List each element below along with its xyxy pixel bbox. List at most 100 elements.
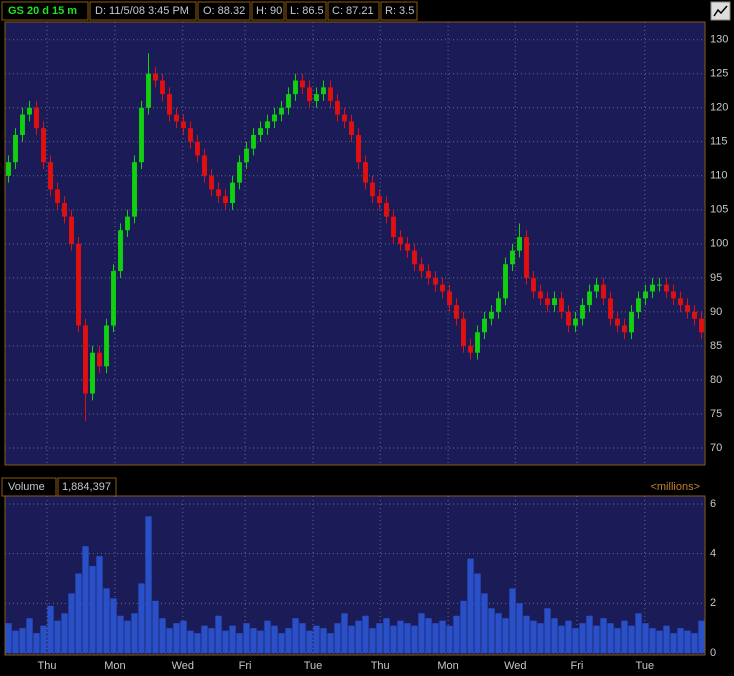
volume-bar xyxy=(341,613,348,654)
volume-bar xyxy=(103,588,110,654)
close: C: 87.21 xyxy=(332,5,374,17)
volume-bar xyxy=(75,573,82,654)
candle-body xyxy=(510,250,515,265)
candle-body xyxy=(538,291,543,299)
volume-bar xyxy=(495,613,502,654)
candle-body xyxy=(111,271,116,326)
candle-body xyxy=(153,73,158,81)
volume-bar xyxy=(33,633,40,654)
volume-bar xyxy=(208,628,215,654)
candle-body xyxy=(650,284,655,292)
volume-bar xyxy=(243,623,250,654)
volume-unit: <millions> xyxy=(650,481,700,493)
candle-body xyxy=(293,80,298,95)
candle-body xyxy=(118,230,123,272)
candle-body xyxy=(678,298,683,306)
volume-bar xyxy=(516,603,523,654)
y-tick-label: 6 xyxy=(710,498,716,510)
volume-bar xyxy=(572,628,579,654)
candle-body xyxy=(657,284,662,286)
volume-bar xyxy=(215,615,222,654)
y-tick-label: 85 xyxy=(710,340,722,352)
volume-bar xyxy=(383,618,390,654)
candle-body xyxy=(489,311,494,319)
y-tick-label: 130 xyxy=(710,34,728,46)
volume-bar xyxy=(264,620,271,654)
volume-bar xyxy=(306,630,313,654)
x-tick-label: Wed xyxy=(504,660,526,672)
candle-body xyxy=(370,182,375,197)
candle-body xyxy=(384,203,389,217)
y-tick-label: 75 xyxy=(710,408,722,420)
candle-body xyxy=(405,243,410,251)
candle-body xyxy=(216,189,221,197)
y-tick-label: 4 xyxy=(710,548,716,560)
volume-bar xyxy=(61,613,68,654)
volume-bar xyxy=(355,620,362,654)
volume-bar xyxy=(460,600,467,654)
candle-body xyxy=(531,277,536,292)
candle-body xyxy=(377,196,382,204)
volume-bar xyxy=(236,633,243,654)
candle-body xyxy=(286,94,291,108)
volume-bar xyxy=(551,618,558,654)
candle-body xyxy=(545,298,550,306)
candle-body xyxy=(335,100,340,115)
candle-body xyxy=(104,325,109,367)
x-tick-label: Fri xyxy=(239,660,252,672)
volume-bar xyxy=(180,620,187,654)
candle-body xyxy=(265,121,270,129)
icon-line xyxy=(713,5,728,17)
candle-body xyxy=(468,345,473,353)
candle-body xyxy=(615,318,620,326)
volume-bar xyxy=(586,615,593,654)
volume-bar xyxy=(19,628,26,654)
volume-bar xyxy=(327,633,334,654)
header: GS 20 d 15 m D: 11/5/08 3:45 PM O: 88.32… xyxy=(1,1,731,21)
volume-bar xyxy=(390,625,397,654)
candle-body xyxy=(692,311,697,319)
volume-header: Volume 1,884,397 <millions> xyxy=(1,477,700,497)
volume-bar xyxy=(166,628,173,654)
candle-body xyxy=(181,121,186,129)
volume-bar xyxy=(131,613,138,654)
volume-bar xyxy=(257,630,264,654)
volume-bar xyxy=(677,628,684,654)
volume-plot xyxy=(4,495,706,656)
volume-bar xyxy=(418,613,425,654)
y-tick-label: 95 xyxy=(710,272,722,284)
candle-body xyxy=(356,134,361,163)
volume-bar xyxy=(292,618,299,654)
volume-bar xyxy=(250,628,257,654)
candle-body xyxy=(6,162,11,176)
volume-bar xyxy=(481,593,488,654)
volume-bar xyxy=(320,628,327,654)
candle-body xyxy=(209,175,214,190)
open: O: 88.32 xyxy=(203,5,245,17)
candle-body xyxy=(398,237,403,244)
volume-bar xyxy=(502,618,509,654)
candle-body xyxy=(461,318,466,346)
volume-bar xyxy=(600,618,607,654)
x-tick-label: Mon xyxy=(437,660,458,672)
candle-body xyxy=(90,352,95,394)
candle-body xyxy=(307,87,312,101)
range: R: 3.5 xyxy=(385,5,414,17)
volume-bar xyxy=(334,623,341,654)
candle-body xyxy=(342,114,347,122)
candle-body xyxy=(524,237,529,278)
volume-bar xyxy=(159,618,166,654)
candle-body xyxy=(517,237,522,251)
candle-body xyxy=(328,87,333,101)
volume-bar xyxy=(96,556,103,654)
candle-body xyxy=(601,284,606,299)
volume-bar xyxy=(285,628,292,654)
volume-bar xyxy=(47,605,54,654)
volume-bar xyxy=(558,625,565,654)
volume-bar xyxy=(684,630,691,654)
x-tick-label: Tue xyxy=(636,660,655,672)
candle-body xyxy=(622,325,627,333)
candle-body xyxy=(699,318,704,333)
chart-icon[interactable] xyxy=(710,1,731,21)
